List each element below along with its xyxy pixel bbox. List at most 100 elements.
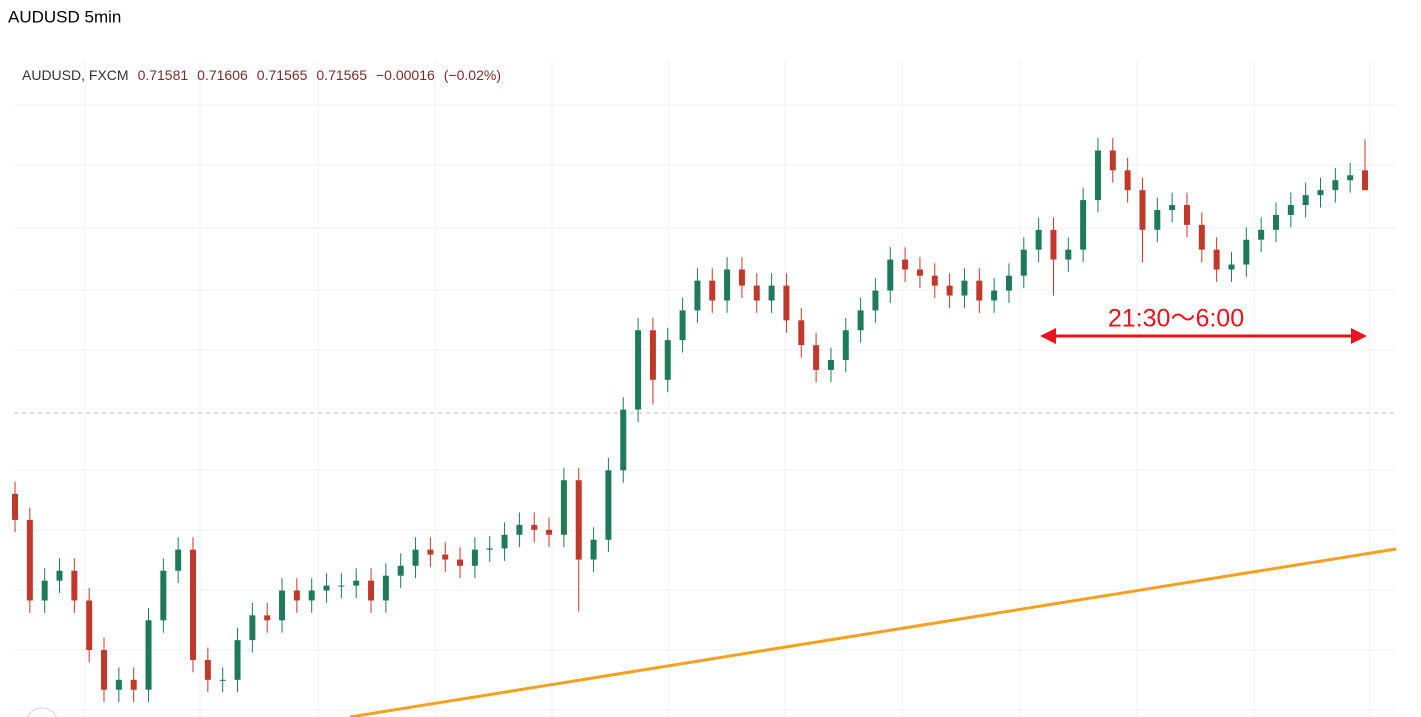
candle-body xyxy=(620,409,627,471)
header-value: 0.71606 xyxy=(197,67,248,83)
candle-body xyxy=(249,615,256,641)
candle-body xyxy=(916,269,923,276)
candle-body xyxy=(1228,264,1235,270)
candle-body xyxy=(694,280,701,311)
candle-body xyxy=(442,554,449,560)
candle-body xyxy=(1124,170,1131,191)
candle-body xyxy=(1050,229,1057,260)
candle-body xyxy=(546,529,553,535)
candle-body xyxy=(857,310,864,331)
candle-body xyxy=(1080,200,1087,250)
candle-body xyxy=(1169,205,1176,210)
candle-body xyxy=(872,290,879,311)
candle-body xyxy=(368,580,375,601)
candle-body xyxy=(234,640,241,680)
candle-body xyxy=(293,590,300,601)
candle-body xyxy=(382,575,389,601)
candle-body xyxy=(679,310,686,341)
header-value: −0.00016 xyxy=(376,67,435,83)
arrow-head xyxy=(1351,328,1367,344)
candle-body xyxy=(590,539,597,560)
symbol: AUDUSD, FXCM xyxy=(22,67,129,83)
candles xyxy=(12,138,1368,703)
candle-body xyxy=(664,340,671,380)
candle-body xyxy=(753,285,760,301)
candle-body xyxy=(1258,229,1265,240)
chart-title: AUDUSD 5min xyxy=(8,7,121,26)
candle-body xyxy=(1005,275,1012,291)
candle-body xyxy=(709,280,716,301)
scroll-button[interactable] xyxy=(26,707,58,717)
candle-body xyxy=(323,585,330,591)
candle-body xyxy=(887,259,894,291)
candle-body xyxy=(1317,190,1324,196)
candle-body xyxy=(1183,205,1190,225)
candle-body xyxy=(1272,214,1279,230)
candle-body xyxy=(219,679,226,681)
candle-body xyxy=(338,585,345,587)
candle-body xyxy=(12,493,18,520)
candle-body xyxy=(279,590,286,621)
header-value: (−0.02%) xyxy=(444,67,501,83)
range-arrow xyxy=(1040,328,1367,344)
candle-body xyxy=(724,269,731,301)
candle-body xyxy=(1287,205,1294,215)
candle-body xyxy=(842,330,849,360)
candle-body xyxy=(130,679,137,690)
candle-body xyxy=(798,320,805,346)
candle-body xyxy=(827,359,834,370)
candle-body xyxy=(516,524,523,535)
candle-body xyxy=(308,590,315,601)
candle-body xyxy=(605,470,612,540)
candle-body xyxy=(1109,150,1116,171)
candle-body xyxy=(397,565,404,576)
candle-body xyxy=(501,534,508,549)
candle-body xyxy=(1332,180,1339,191)
candle-body xyxy=(1020,249,1027,276)
candle-body xyxy=(738,269,745,286)
candle-body xyxy=(1347,175,1354,181)
candle-body xyxy=(531,524,538,530)
candle-body xyxy=(1094,150,1101,201)
candle-body xyxy=(26,519,33,601)
candle-body xyxy=(86,600,93,651)
candle-body xyxy=(56,570,63,581)
header: AUDUSD, FXCM 0.71581 0.71606 0.71565 0.71565… xyxy=(22,67,501,83)
candle-body xyxy=(145,620,152,690)
candle-body xyxy=(946,285,953,296)
candle-body xyxy=(71,570,78,601)
candle-body xyxy=(471,549,478,566)
candle-body xyxy=(264,615,271,621)
candle-body xyxy=(813,345,820,370)
candle-body xyxy=(427,549,434,555)
candle-body xyxy=(575,480,582,560)
candle-body xyxy=(1035,229,1042,250)
candle-body xyxy=(1362,170,1368,191)
candle-body xyxy=(457,559,464,566)
trend-line xyxy=(349,547,1397,717)
header-value: 0.71565 xyxy=(257,67,308,83)
candle-body xyxy=(1243,239,1250,265)
arrow-head xyxy=(1040,328,1056,344)
candle-body xyxy=(101,650,108,690)
candle-body xyxy=(649,330,656,380)
candle-body xyxy=(1139,190,1146,230)
candle-body xyxy=(190,549,197,660)
annotation: 21:30〜6:00 xyxy=(1108,305,1244,333)
candle-body xyxy=(1213,249,1220,270)
candle-body xyxy=(931,275,938,286)
candle-body xyxy=(353,580,360,586)
candle-body xyxy=(160,570,167,621)
candle-body xyxy=(1198,224,1205,250)
candle-body xyxy=(635,330,642,410)
candle-body xyxy=(115,679,122,690)
candle-body xyxy=(560,480,567,535)
candle-body xyxy=(783,285,790,321)
candle-body xyxy=(991,290,998,301)
candle-body xyxy=(486,548,493,550)
candle-body xyxy=(976,280,983,301)
candle-body xyxy=(961,280,968,296)
header-value: 0.71581 xyxy=(138,67,189,83)
